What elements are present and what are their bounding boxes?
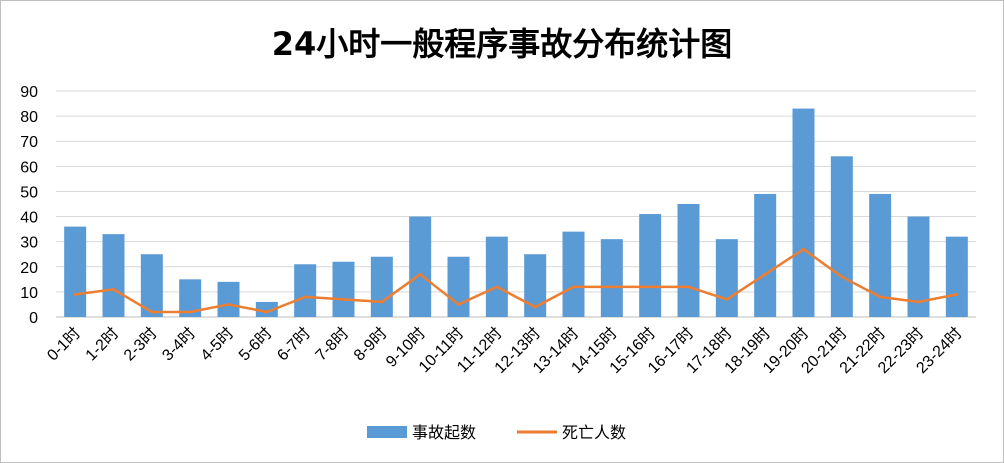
line-point [188, 310, 192, 314]
bar [255, 301, 278, 317]
grid-layer [56, 90, 976, 318]
line-point [342, 297, 345, 301]
line-point [840, 275, 844, 279]
bar [639, 214, 662, 317]
bar-series [64, 108, 968, 317]
bar [179, 279, 202, 317]
bar [140, 254, 163, 317]
line-point [763, 272, 767, 276]
bar [907, 216, 930, 317]
line-point [687, 285, 690, 289]
chart-title: 24小时一般程序事故分布统计图 [272, 25, 733, 63]
bar [830, 156, 853, 317]
y-tick-label: 30 [20, 235, 38, 252]
line-point [802, 247, 805, 251]
y-tick-label: 80 [20, 109, 38, 126]
y-tick-label: 90 [20, 84, 38, 101]
legend-label-incidents: 事故起数 [412, 423, 476, 442]
line-point [610, 285, 614, 289]
bar [945, 236, 968, 317]
x-tick-label: 3-4时 [159, 324, 199, 364]
line-point [227, 302, 230, 306]
y-tick-label: 0 [29, 310, 38, 327]
line-point [648, 285, 652, 289]
bar [792, 108, 815, 317]
bar [332, 261, 355, 317]
line-point [418, 272, 422, 276]
legend: 事故起数 死亡人数 [367, 423, 626, 442]
line-point [457, 302, 460, 306]
bar [370, 256, 393, 317]
line-point [495, 285, 499, 289]
bar [869, 193, 892, 317]
line-point [265, 310, 269, 314]
x-tick-label: 7-8时 [312, 324, 352, 364]
bar [409, 216, 432, 317]
y-tick-label: 50 [20, 184, 38, 201]
bar [102, 234, 125, 317]
line-point [533, 305, 537, 309]
line-point [725, 297, 729, 301]
y-tick-label: 10 [20, 285, 38, 302]
y-tick-label: 70 [20, 134, 38, 151]
bar [715, 239, 738, 317]
line-point [572, 285, 575, 289]
bar [64, 226, 87, 317]
bar [485, 236, 508, 317]
bar [754, 193, 777, 317]
x-tick-label: 6-7时 [274, 324, 314, 364]
bar [294, 264, 317, 317]
bar [677, 204, 700, 317]
line-point [112, 287, 115, 291]
x-tick-label: 2-3时 [120, 324, 160, 364]
bar [600, 239, 623, 317]
bar [562, 231, 585, 317]
line-point [380, 300, 384, 304]
bar [447, 256, 470, 317]
line-point [917, 300, 920, 304]
line-point [878, 295, 882, 299]
x-tick-label: 1-2时 [82, 324, 122, 364]
line-series [73, 247, 959, 314]
y-tick-label: 40 [20, 210, 38, 227]
line-point [303, 295, 307, 299]
x-axis: 0-1时1-2时2-3时3-4时4-5时5-6时6-7时7-8时8-9时9-10… [44, 324, 966, 377]
bar [217, 281, 240, 317]
line-point [955, 292, 959, 296]
y-axis: 0 10 20 30 40 50 60 70 80 90 [20, 84, 38, 327]
line-point [73, 292, 77, 296]
x-tick-label: 0-1时 [44, 324, 84, 364]
line-series-path [75, 247, 958, 314]
line-point [150, 310, 154, 314]
bar [524, 254, 547, 317]
legend-swatch-incidents [367, 426, 407, 438]
legend-label-deaths: 死亡人数 [562, 423, 626, 442]
x-tick-label: 4-5时 [197, 324, 237, 364]
y-tick-label: 20 [20, 260, 38, 277]
x-tick-label: 5-6时 [235, 324, 275, 364]
y-tick-label: 60 [20, 159, 38, 176]
